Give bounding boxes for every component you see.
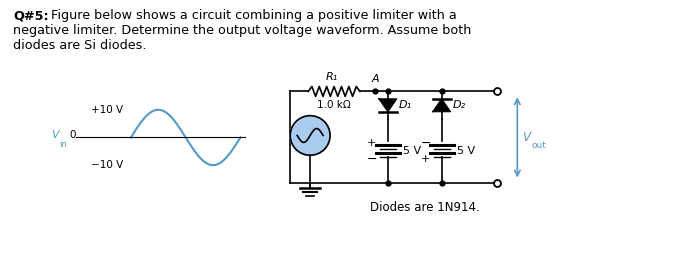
Text: R₁: R₁ <box>326 72 338 82</box>
Text: negative limiter. Determine the output voltage waveform. Assume both: negative limiter. Determine the output v… <box>13 24 472 37</box>
Polygon shape <box>433 99 451 112</box>
Text: Diodes are 1N914.: Diodes are 1N914. <box>370 201 480 214</box>
Text: 5 V: 5 V <box>402 146 421 156</box>
Text: −: − <box>367 153 377 166</box>
Text: Figure below shows a circuit combining a positive limiter with a: Figure below shows a circuit combining a… <box>47 9 457 22</box>
Polygon shape <box>379 99 397 112</box>
Circle shape <box>290 116 330 155</box>
Text: +: + <box>421 154 430 164</box>
Text: V: V <box>522 131 531 144</box>
Text: diodes are Si diodes.: diodes are Si diodes. <box>13 39 147 52</box>
Text: +10 V: +10 V <box>91 105 123 115</box>
Text: A: A <box>372 73 379 84</box>
Text: V: V <box>51 131 59 140</box>
Text: 1.0 kΩ: 1.0 kΩ <box>317 100 351 110</box>
Text: in: in <box>60 140 67 149</box>
Text: 0: 0 <box>69 131 76 140</box>
Text: D₂: D₂ <box>453 100 466 110</box>
Text: −10 V: −10 V <box>91 160 123 170</box>
Text: +: + <box>368 138 377 148</box>
Text: −: − <box>421 137 431 150</box>
Text: Q#5:: Q#5: <box>13 9 49 22</box>
Text: out: out <box>531 142 546 150</box>
Text: 5 V: 5 V <box>456 146 475 156</box>
Text: D₁: D₁ <box>399 100 412 110</box>
